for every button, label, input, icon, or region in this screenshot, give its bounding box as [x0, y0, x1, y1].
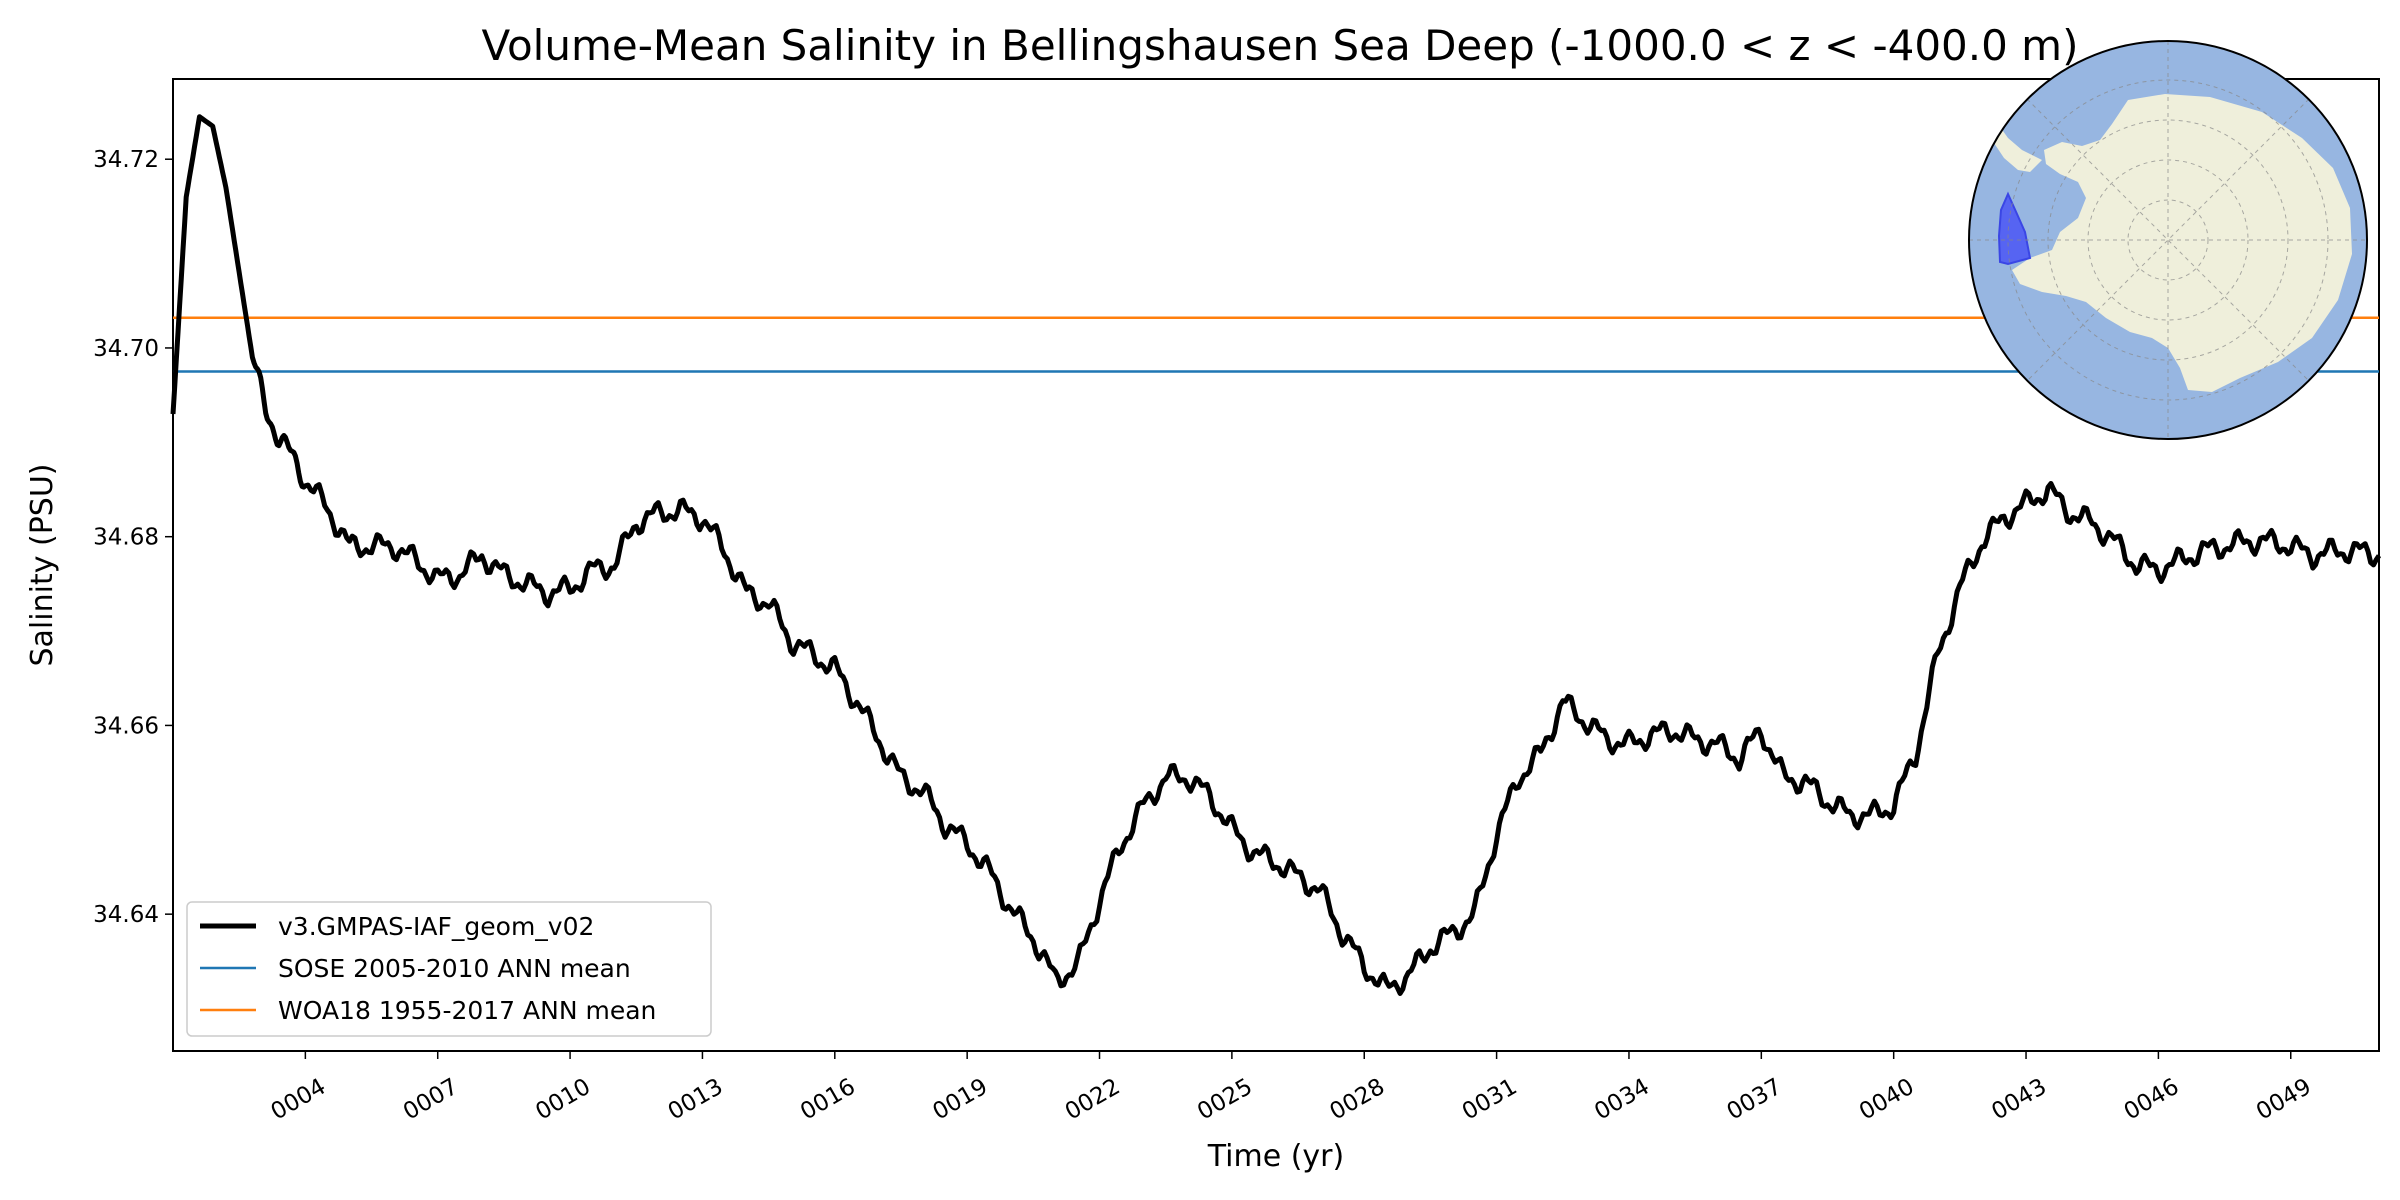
chart-title: Volume-Mean Salinity in Bellingshausen S… — [482, 21, 2079, 70]
legend-label-woa18: WOA18 1955-2017 ANN mean — [278, 996, 656, 1025]
plot-frame — [172, 78, 2380, 1052]
y-axis-ticks: 34.64 34.66 34.68 34.70 34.72 — [93, 147, 173, 928]
legend: v3.GMPAS-IAF_geom_v02 SOSE 2005-2010 ANN… — [186, 901, 712, 1037]
y-tick-label: 34.66 — [93, 713, 159, 739]
y-tick-label: 34.70 — [93, 336, 159, 362]
map-region-bellingshausen — [1997, 191, 2032, 266]
inset-antarctica-map — [1968, 40, 2368, 440]
y-axis-label: Salinity (PSU) — [25, 464, 60, 667]
legend-label-v3-gmpas: v3.GMPAS-IAF_geom_v02 — [278, 912, 594, 941]
series-line-v3-gmpas — [170, 114, 2382, 996]
y-tick-label: 34.68 — [93, 525, 159, 551]
legend-box — [186, 901, 712, 1037]
y-tick-label: 34.72 — [93, 147, 159, 173]
x-axis-label: Time (yr) — [1207, 1139, 1344, 1174]
legend-label-sose: SOSE 2005-2010 ANN mean — [278, 954, 631, 983]
y-tick-label: 34.64 — [93, 902, 159, 928]
